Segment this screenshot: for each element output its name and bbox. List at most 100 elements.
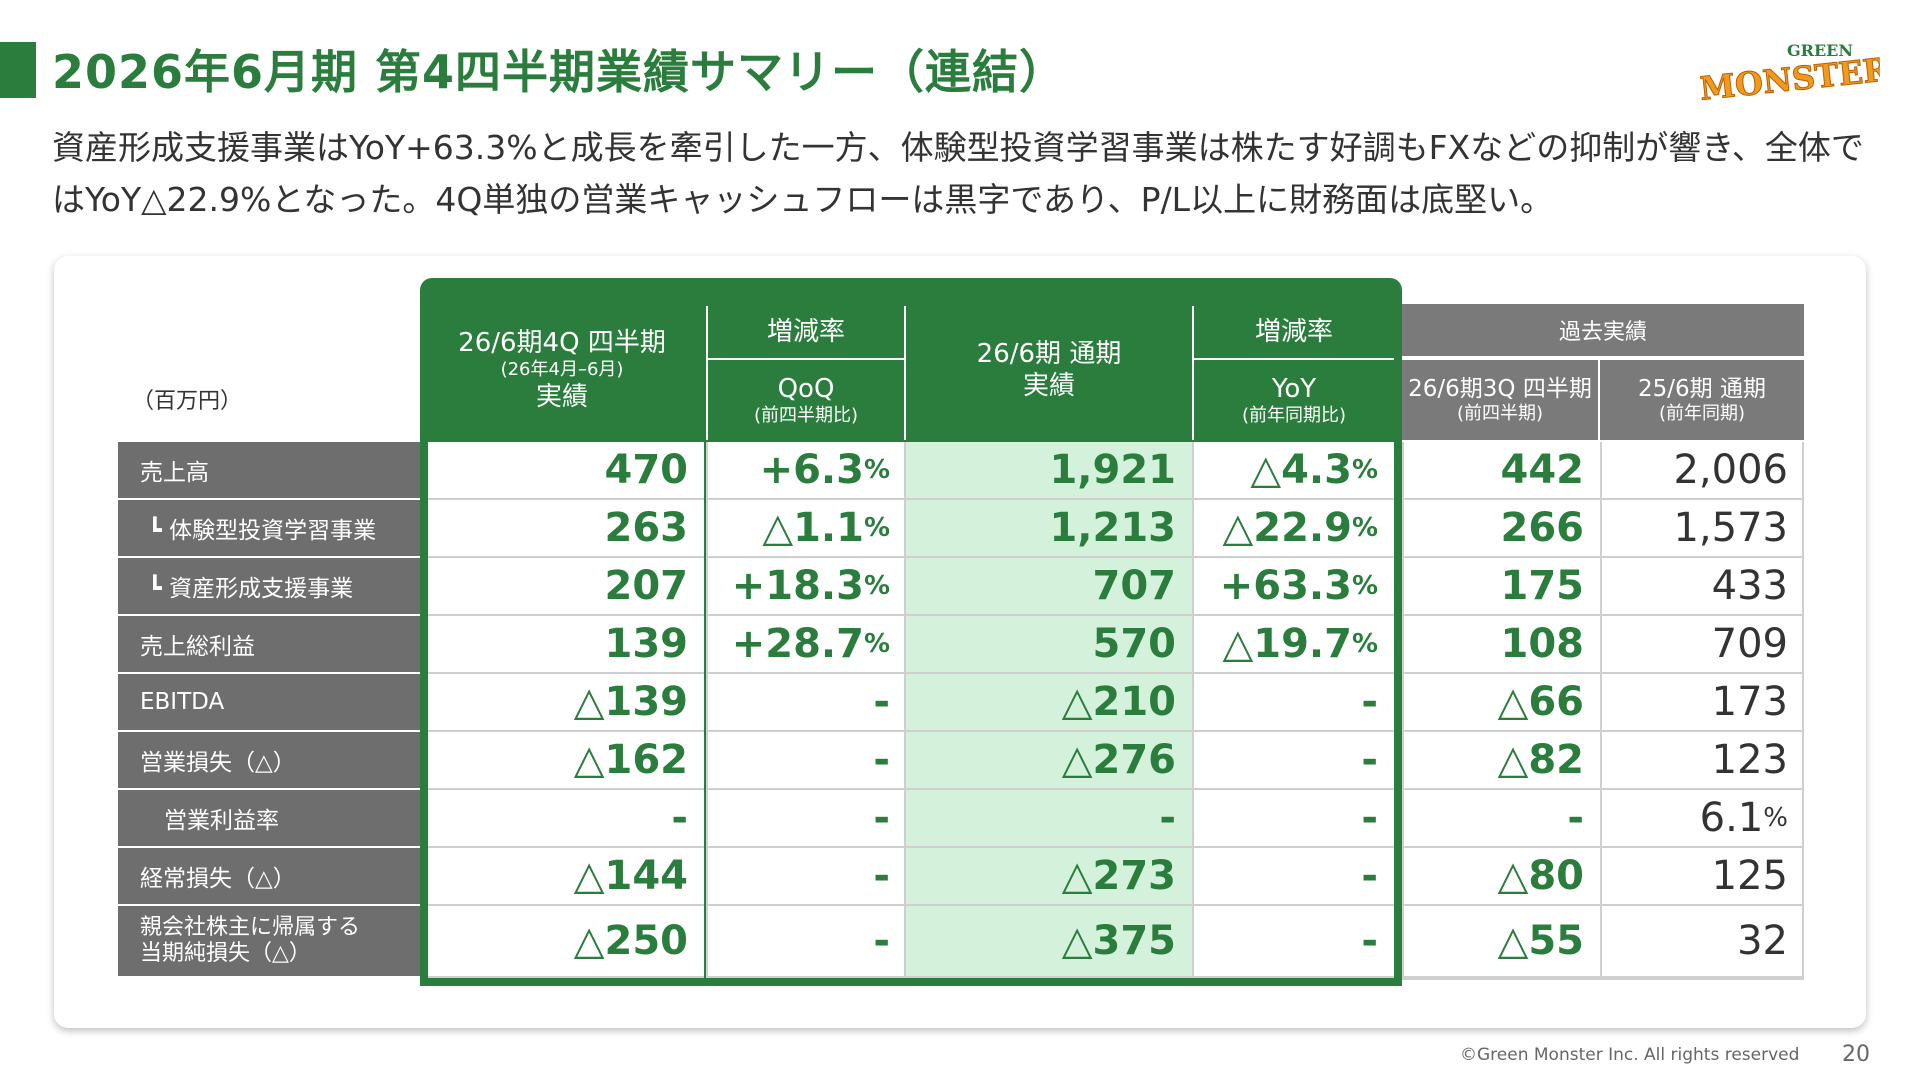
cell-q4: △162 [428, 732, 704, 790]
cell-value: - [873, 795, 890, 841]
cell-value: △22.9 [1222, 505, 1352, 551]
cell-unit: % [863, 571, 890, 601]
header-past-group: 過去実績 [1402, 304, 1804, 358]
row-label: 営業利益率 [118, 790, 420, 848]
header-qoq-group: 増減率 [706, 306, 906, 360]
cell-unit: % [1763, 803, 1788, 833]
cell-yoy: - [1192, 674, 1394, 732]
cell-yoy: △22.9% [1192, 500, 1394, 558]
cell-prev: 709 [1602, 616, 1804, 674]
cell-value: +63.3 [1219, 563, 1352, 609]
qoq-column-bg [706, 442, 906, 978]
cell-fy: △273 [906, 848, 1192, 906]
cell-value: 175 [1500, 563, 1585, 609]
cell-value: - [1567, 795, 1584, 841]
cell-q4: 263 [428, 500, 704, 558]
fy-column-bg [906, 442, 1192, 978]
header-fy: 26/6期 通期 実績 [976, 339, 1122, 401]
cell-prev: 125 [1602, 848, 1804, 906]
row-label: EBITDA [118, 674, 420, 732]
cell-q4: 470 [428, 442, 704, 500]
cell-value: +18.3 [731, 563, 864, 609]
cell-qoq: - [706, 790, 906, 848]
row-label: ┗ 資産形成支援事業 [118, 558, 420, 616]
cell-value: - [1159, 795, 1176, 841]
cell-value: △139 [573, 679, 688, 725]
cell-fy: △276 [906, 732, 1192, 790]
header-prev-fy: 25/6期 通期 (前年同期) [1600, 360, 1804, 440]
cell-value: - [873, 737, 890, 783]
cell-value: 6.1 [1699, 795, 1764, 841]
cell-qoq: - [706, 674, 906, 732]
cell-value: 207 [604, 563, 689, 609]
cell-qoq: +28.7% [706, 616, 906, 674]
cell-value: △82 [1497, 737, 1584, 783]
unit-label: （百万円） [132, 389, 243, 414]
cell-unit: % [863, 629, 890, 659]
cell-unit: % [1351, 629, 1378, 659]
cell-value: △55 [1497, 918, 1584, 964]
copyright: ©Green Monster Inc. All rights reserved [1460, 1045, 1800, 1065]
cell-unit: % [863, 513, 890, 543]
cell-yoy: △4.3% [1192, 442, 1394, 500]
summary-text: 資産形成支援事業はYoY+63.3%と成長を牽引した一方、体験型投資学習事業は株… [52, 128, 1864, 219]
row-label: 営業損失（△） [118, 732, 420, 790]
cell-value: 1,573 [1673, 505, 1788, 551]
cell-value: - [1361, 853, 1378, 899]
page-number: 20 [1842, 1042, 1870, 1067]
cell-value: - [873, 853, 890, 899]
cell-value: △375 [1061, 918, 1176, 964]
cell-value: +28.7 [731, 621, 864, 667]
cell-value: △144 [573, 853, 688, 899]
cell-yoy: - [1192, 732, 1394, 790]
cell-value: - [873, 679, 890, 725]
cell-fy: 707 [906, 558, 1192, 616]
cell-fy: - [906, 790, 1192, 848]
cell-value: +6.3 [759, 447, 864, 493]
cell-unit: % [1351, 455, 1378, 485]
cell-yoy: △19.7% [1192, 616, 1394, 674]
cell-prev: 6.1% [1602, 790, 1804, 848]
cell-qoq: △1.1% [706, 500, 906, 558]
cell-q3: △82 [1402, 732, 1600, 790]
header-q4: 26/6期4Q 四半期 (26年4月–6月) 実績 [458, 328, 666, 412]
cell-q3: - [1402, 790, 1600, 848]
header-qoq: QoQ (前四半期比) [706, 360, 906, 440]
cell-yoy: +63.3% [1192, 558, 1394, 616]
cell-value: 263 [604, 505, 689, 551]
cell-value: △66 [1497, 679, 1584, 725]
cell-value: 123 [1711, 737, 1788, 783]
row-label: ┗ 体験型投資学習事業 [118, 500, 420, 558]
row-label: 経常損失（△） [118, 848, 420, 906]
cell-yoy: - [1192, 906, 1394, 978]
cell-value: - [671, 795, 688, 841]
cell-value: 442 [1500, 447, 1585, 493]
cell-value: 173 [1711, 679, 1788, 725]
title-accent-bar [0, 42, 36, 98]
cell-prev: 32 [1602, 906, 1804, 978]
cell-yoy: - [1192, 790, 1394, 848]
cell-unit: % [1351, 571, 1378, 601]
cell-value: 470 [604, 447, 689, 493]
cell-value: 266 [1500, 505, 1585, 551]
q4-column-bg [428, 442, 704, 978]
row-label: 売上高 [118, 442, 420, 500]
cell-qoq: - [706, 848, 906, 906]
past-columns-bg [1402, 442, 1804, 980]
cell-fy: △375 [906, 906, 1192, 978]
cell-unit: % [1351, 513, 1378, 543]
cell-value: 125 [1711, 853, 1788, 899]
cell-prev: 123 [1602, 732, 1804, 790]
cell-prev: 1,573 [1602, 500, 1804, 558]
cell-q3: 442 [1402, 442, 1600, 500]
cell-value: △210 [1061, 679, 1176, 725]
row-label: 親会社株主に帰属する 当期純損失（△） [118, 906, 420, 978]
cell-q4: 139 [428, 616, 704, 674]
cell-prev: 2,006 [1602, 442, 1804, 500]
cell-q4: 207 [428, 558, 704, 616]
cell-qoq: +6.3% [706, 442, 906, 500]
cell-value: 1,213 [1049, 505, 1176, 551]
header-yoy-group: 増減率 [1192, 306, 1394, 360]
past-divider [1600, 442, 1602, 980]
cell-value: △250 [573, 918, 688, 964]
